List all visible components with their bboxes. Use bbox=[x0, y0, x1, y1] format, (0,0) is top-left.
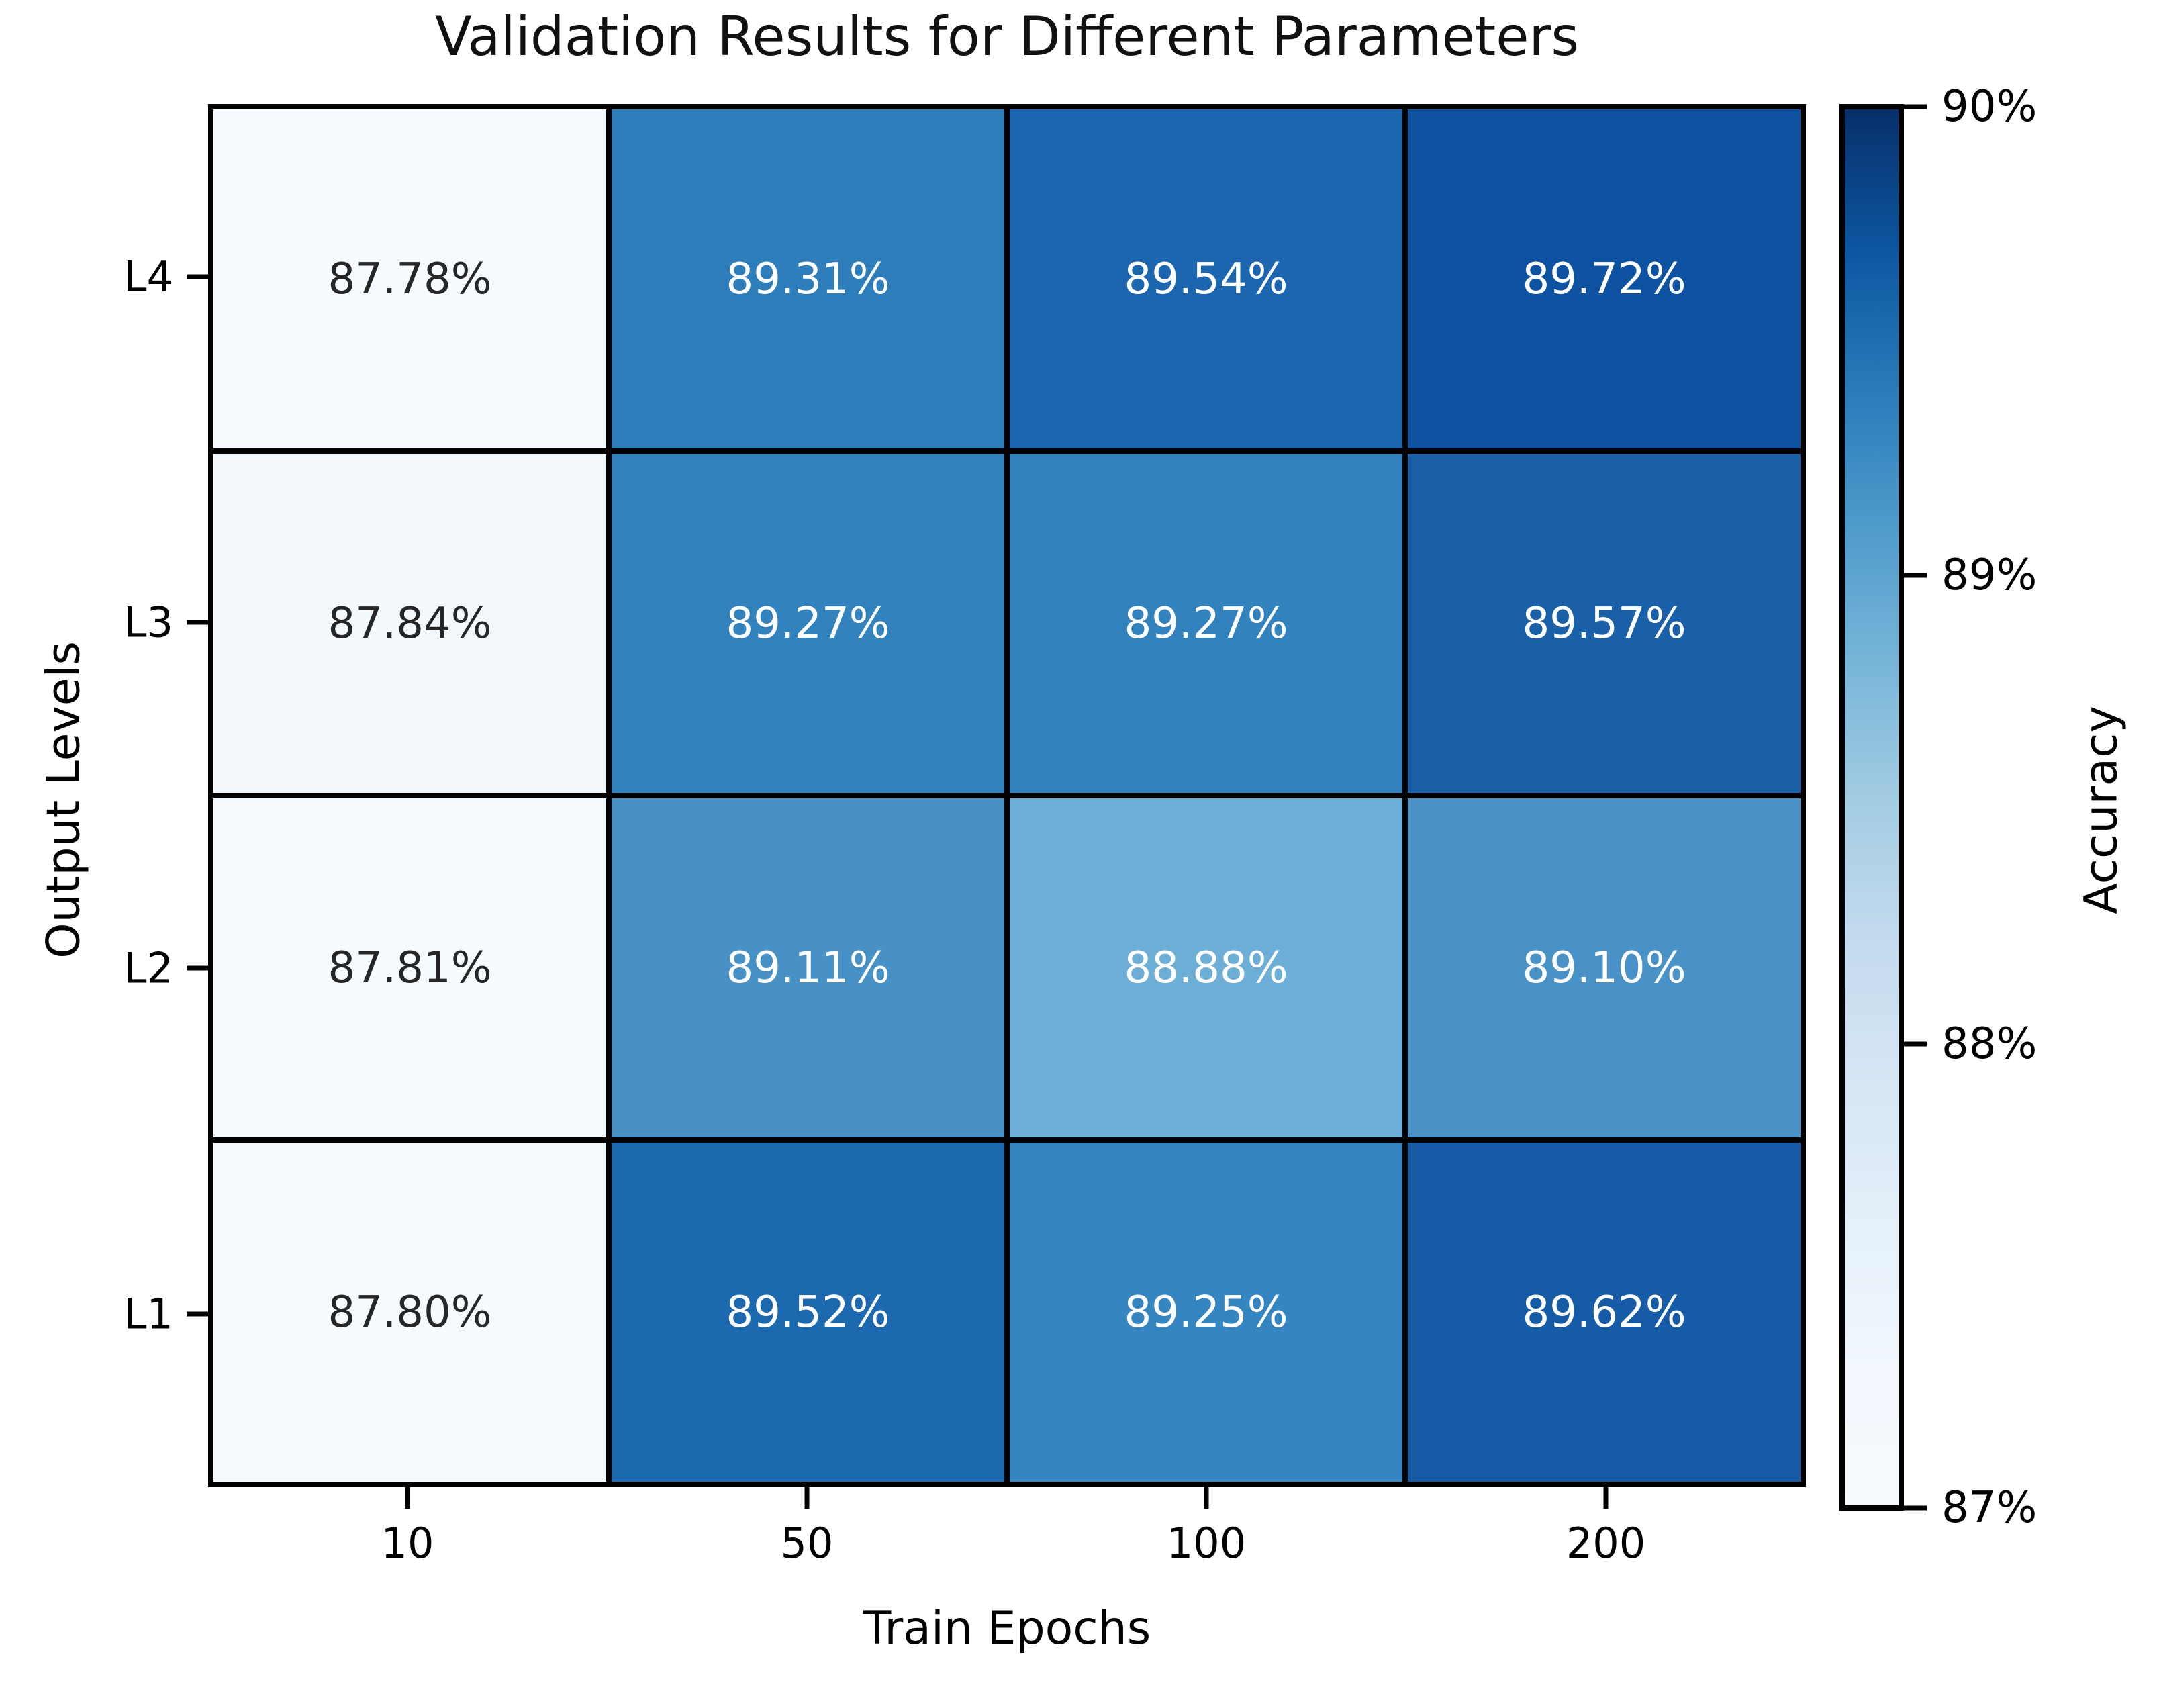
heatmap-cell-L2-100: 88.88% bbox=[1010, 798, 1402, 1137]
heatmap-cell-L3-10: 87.84% bbox=[213, 454, 606, 793]
x-tick-mark bbox=[1603, 1487, 1609, 1509]
heatmap-cell-L1-50: 89.52% bbox=[612, 1143, 1004, 1482]
heatmap-cell-L2-50: 89.11% bbox=[612, 798, 1004, 1137]
y-tick-mark bbox=[187, 965, 208, 971]
y-tick-label-L4: L4 bbox=[124, 252, 173, 301]
colorbar-axis-label: Accuracy bbox=[2074, 706, 2128, 914]
y-tick-label-L2: L2 bbox=[124, 943, 173, 993]
heatmap-cell-L4-50: 89.31% bbox=[612, 109, 1004, 448]
x-tick-mark bbox=[1204, 1487, 1209, 1509]
heatmap-cell-L1-10: 87.80% bbox=[213, 1143, 606, 1482]
heatmap-cell-L3-50: 89.27% bbox=[612, 454, 1004, 793]
heatmap-cell-L3-100: 89.27% bbox=[1010, 454, 1402, 793]
heatmap-cell-L3-200: 89.57% bbox=[1408, 454, 1801, 793]
y-tick-label-L3: L3 bbox=[124, 598, 173, 647]
heatmap-cell-L4-10: 87.78% bbox=[213, 109, 606, 448]
chart-title: Validation Results for Different Paramet… bbox=[434, 5, 1580, 68]
colorbar-tick-mark bbox=[1904, 1505, 1927, 1511]
heatmap-cell-L1-200: 89.62% bbox=[1408, 1143, 1801, 1482]
x-tick-label-50: 50 bbox=[780, 1519, 834, 1568]
x-tick-mark bbox=[405, 1487, 410, 1509]
colorbar-tick-label-89: 89% bbox=[1941, 551, 2037, 600]
colorbar bbox=[1839, 104, 1904, 1511]
x-tick-label-10: 10 bbox=[381, 1519, 434, 1568]
y-tick-mark bbox=[187, 274, 208, 279]
heatmap-cell-L1-100: 89.25% bbox=[1010, 1143, 1402, 1482]
colorbar-tick-mark bbox=[1904, 573, 1927, 578]
x-tick-label-100: 100 bbox=[1166, 1519, 1247, 1568]
y-tick-mark bbox=[187, 1311, 208, 1317]
y-tick-mark bbox=[187, 620, 208, 625]
colorbar-tick-mark bbox=[1904, 1041, 1927, 1047]
x-tick-label-200: 200 bbox=[1566, 1519, 1646, 1568]
heatmap-grid: 87.78% 89.31% 89.54% 89.72% 87.84% 89.27… bbox=[208, 104, 1806, 1487]
colorbar-tick-label-90: 90% bbox=[1941, 82, 2037, 132]
heatmap-cell-L4-100: 89.54% bbox=[1010, 109, 1402, 448]
heatmap-cell-L2-10: 87.81% bbox=[213, 798, 606, 1137]
colorbar-tick-label-88: 88% bbox=[1941, 1019, 2037, 1069]
x-axis-label: Train Epochs bbox=[863, 1602, 1151, 1655]
colorbar-tick-mark bbox=[1904, 104, 1927, 109]
heatmap-cell-L4-200: 89.72% bbox=[1408, 109, 1801, 448]
x-tick-mark bbox=[804, 1487, 810, 1509]
y-axis-label: Output Levels bbox=[37, 641, 91, 959]
colorbar-tick-label-87: 87% bbox=[1941, 1483, 2037, 1533]
heatmap-cell-L2-200: 89.10% bbox=[1408, 798, 1801, 1137]
y-tick-label-L1: L1 bbox=[124, 1289, 173, 1339]
